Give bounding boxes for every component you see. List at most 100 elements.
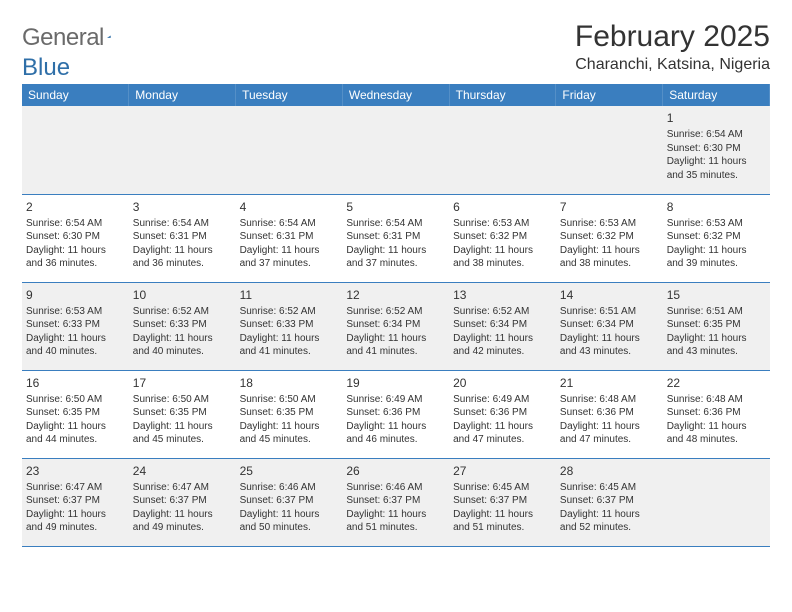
weekday-header: Sunday (22, 84, 129, 106)
weekday-header: Saturday (663, 84, 770, 106)
daylight-text: Daylight: 11 hours and 47 minutes. (560, 420, 659, 447)
sunset-text: Sunset: 6:31 PM (240, 230, 339, 244)
calendar-day-cell: 24Sunrise: 6:47 AMSunset: 6:37 PMDayligh… (129, 458, 236, 546)
daylight-text: Daylight: 11 hours and 39 minutes. (667, 244, 766, 271)
calendar-day-cell: 6Sunrise: 6:53 AMSunset: 6:32 PMDaylight… (449, 194, 556, 282)
logo-triangle-icon (107, 28, 111, 46)
calendar-day-cell: 9Sunrise: 6:53 AMSunset: 6:33 PMDaylight… (22, 282, 129, 370)
daylight-text: Daylight: 11 hours and 38 minutes. (560, 244, 659, 271)
day-number: 15 (667, 287, 766, 303)
weekday-header: Tuesday (236, 84, 343, 106)
daylight-text: Daylight: 11 hours and 47 minutes. (453, 420, 552, 447)
day-number: 1 (667, 110, 766, 126)
sunrise-text: Sunrise: 6:45 AM (560, 481, 659, 495)
sunset-text: Sunset: 6:31 PM (346, 230, 445, 244)
weekday-header: Thursday (449, 84, 556, 106)
calendar-day-cell: 5Sunrise: 6:54 AMSunset: 6:31 PMDaylight… (342, 194, 449, 282)
sunrise-text: Sunrise: 6:53 AM (453, 217, 552, 231)
sunset-text: Sunset: 6:36 PM (453, 406, 552, 420)
day-number: 9 (26, 287, 125, 303)
sunrise-text: Sunrise: 6:52 AM (346, 305, 445, 319)
daylight-text: Daylight: 11 hours and 41 minutes. (240, 332, 339, 359)
sunset-text: Sunset: 6:31 PM (133, 230, 232, 244)
calendar-day-cell: 18Sunrise: 6:50 AMSunset: 6:35 PMDayligh… (236, 370, 343, 458)
brand-logo: General (22, 18, 131, 52)
daylight-text: Daylight: 11 hours and 50 minutes. (240, 508, 339, 535)
sunrise-text: Sunrise: 6:54 AM (667, 128, 766, 142)
sunrise-text: Sunrise: 6:54 AM (26, 217, 125, 231)
calendar-day-cell: 28Sunrise: 6:45 AMSunset: 6:37 PMDayligh… (556, 458, 663, 546)
calendar-day-cell: 19Sunrise: 6:49 AMSunset: 6:36 PMDayligh… (342, 370, 449, 458)
calendar-day-cell: 14Sunrise: 6:51 AMSunset: 6:34 PMDayligh… (556, 282, 663, 370)
day-number: 16 (26, 375, 125, 391)
sunset-text: Sunset: 6:32 PM (453, 230, 552, 244)
sunrise-text: Sunrise: 6:47 AM (133, 481, 232, 495)
sunrise-text: Sunrise: 6:54 AM (133, 217, 232, 231)
sunset-text: Sunset: 6:32 PM (667, 230, 766, 244)
calendar-day-cell: 27Sunrise: 6:45 AMSunset: 6:37 PMDayligh… (449, 458, 556, 546)
sunset-text: Sunset: 6:37 PM (560, 494, 659, 508)
daylight-text: Daylight: 11 hours and 51 minutes. (346, 508, 445, 535)
day-number: 3 (133, 199, 232, 215)
daylight-text: Daylight: 11 hours and 49 minutes. (133, 508, 232, 535)
sunset-text: Sunset: 6:37 PM (346, 494, 445, 508)
calendar-week-row: 9Sunrise: 6:53 AMSunset: 6:33 PMDaylight… (22, 282, 770, 370)
sunset-text: Sunset: 6:36 PM (346, 406, 445, 420)
day-number: 21 (560, 375, 659, 391)
brand-part1: General (22, 24, 104, 52)
day-number: 24 (133, 463, 232, 479)
sunrise-text: Sunrise: 6:46 AM (240, 481, 339, 495)
sunset-text: Sunset: 6:37 PM (26, 494, 125, 508)
sunset-text: Sunset: 6:33 PM (240, 318, 339, 332)
day-number: 2 (26, 199, 125, 215)
sunrise-text: Sunrise: 6:48 AM (667, 393, 766, 407)
calendar-day-cell: 22Sunrise: 6:48 AMSunset: 6:36 PMDayligh… (663, 370, 770, 458)
daylight-text: Daylight: 11 hours and 52 minutes. (560, 508, 659, 535)
daylight-text: Daylight: 11 hours and 35 minutes. (667, 155, 766, 182)
day-number: 12 (346, 287, 445, 303)
day-number: 14 (560, 287, 659, 303)
calendar-day-cell: 7 Sunrise: 6:53 AMSunset: 6:32 PMDaylight… (556, 194, 663, 282)
sunrise-text: Sunrise: 6:50 AM (133, 393, 232, 407)
calendar-day-cell (342, 106, 449, 194)
day-number: 5 (346, 199, 445, 215)
sunset-text: Sunset: 6:35 PM (667, 318, 766, 332)
day-number: 7 (560, 199, 659, 215)
calendar-day-cell: 26Sunrise: 6:46 AMSunset: 6:37 PMDayligh… (342, 458, 449, 546)
sunset-text: Sunset: 6:36 PM (667, 406, 766, 420)
sunset-text: Sunset: 6:30 PM (26, 230, 125, 244)
calendar-day-cell: 10Sunrise: 6:52 AMSunset: 6:33 PMDayligh… (129, 282, 236, 370)
sunrise-text: Sunrise: 6:54 AM (346, 217, 445, 231)
sunrise-text: Sunrise: 6:48 AM (560, 393, 659, 407)
sunrise-text: Sunrise: 6:49 AM (346, 393, 445, 407)
daylight-text: Daylight: 11 hours and 40 minutes. (133, 332, 232, 359)
location-subtitle: Charanchi, Katsina, Nigeria (575, 56, 770, 74)
calendar-day-cell: 4Sunrise: 6:54 AMSunset: 6:31 PMDaylight… (236, 194, 343, 282)
day-number: 4 (240, 199, 339, 215)
day-number: 27 (453, 463, 552, 479)
weekday-header-row: Sunday Monday Tuesday Wednesday Thursday… (22, 84, 770, 106)
daylight-text: Daylight: 11 hours and 48 minutes. (667, 420, 766, 447)
sunset-text: Sunset: 6:36 PM (560, 406, 659, 420)
weekday-header: Monday (129, 84, 236, 106)
calendar-day-cell: 11Sunrise: 6:52 AMSunset: 6:33 PMDayligh… (236, 282, 343, 370)
sunset-text: Sunset: 6:33 PM (26, 318, 125, 332)
sunset-text: Sunset: 6:32 PM (560, 230, 659, 244)
brand-part2: Blue (22, 54, 70, 82)
sunrise-text: Sunrise: 6:51 AM (560, 305, 659, 319)
calendar-day-cell (663, 458, 770, 546)
sunset-text: Sunset: 6:35 PM (133, 406, 232, 420)
weekday-header: Friday (556, 84, 663, 106)
daylight-text: Daylight: 11 hours and 41 minutes. (346, 332, 445, 359)
sunrise-text: Sunrise: 6:52 AM (453, 305, 552, 319)
calendar-day-cell: 16Sunrise: 6:50 AMSunset: 6:35 PMDayligh… (22, 370, 129, 458)
sunrise-text: Sunrise: 6:50 AM (240, 393, 339, 407)
calendar-week-row: 16Sunrise: 6:50 AMSunset: 6:35 PMDayligh… (22, 370, 770, 458)
sunrise-text: Sunrise: 6:50 AM (26, 393, 125, 407)
month-title: February 2025 (575, 20, 770, 54)
calendar-day-cell: 2Sunrise: 6:54 AMSunset: 6:30 PMDaylight… (22, 194, 129, 282)
daylight-text: Daylight: 11 hours and 43 minutes. (667, 332, 766, 359)
sunrise-text: Sunrise: 6:53 AM (560, 217, 659, 231)
sunset-text: Sunset: 6:35 PM (240, 406, 339, 420)
daylight-text: Daylight: 11 hours and 51 minutes. (453, 508, 552, 535)
